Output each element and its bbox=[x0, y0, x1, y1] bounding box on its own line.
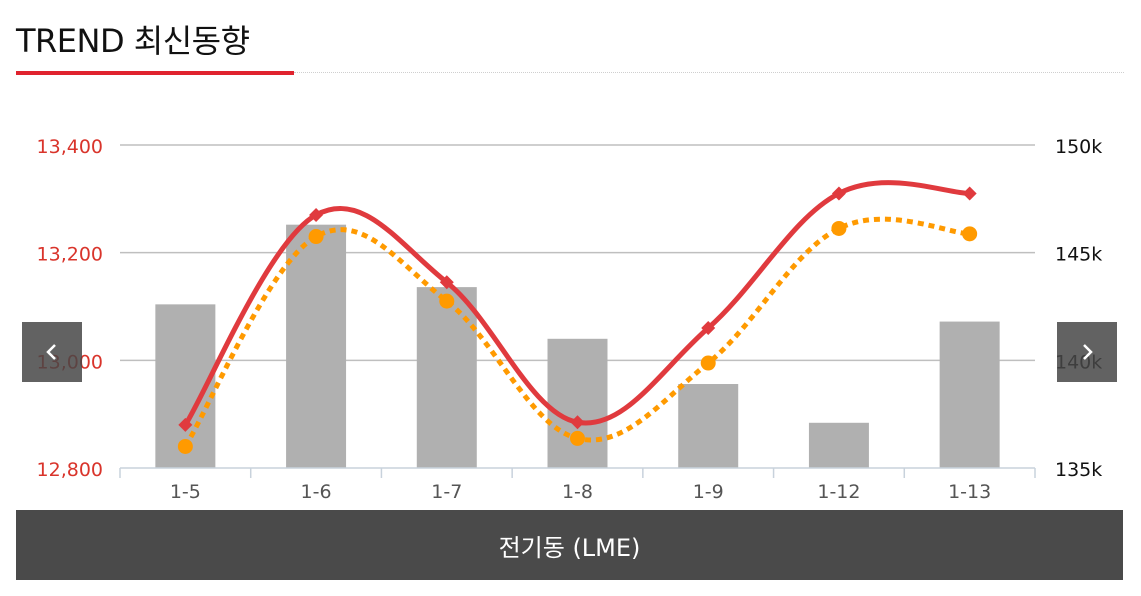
diamond-marker bbox=[439, 275, 454, 290]
circle-marker bbox=[177, 438, 193, 454]
right-tick-label: 145k bbox=[1055, 244, 1102, 266]
right-tick-label: 135k bbox=[1055, 459, 1102, 481]
bar bbox=[547, 338, 608, 468]
diamond-marker bbox=[309, 207, 324, 222]
circle-marker bbox=[308, 229, 324, 245]
dotted-line-series bbox=[183, 216, 970, 448]
commodity-label: 전기동 (LME) bbox=[498, 533, 641, 562]
chevron-left-icon bbox=[46, 344, 56, 360]
category-label: 1-9 bbox=[693, 481, 724, 500]
bar bbox=[678, 384, 739, 468]
line-series bbox=[177, 180, 978, 454]
circle-marker bbox=[962, 226, 978, 242]
left-tick-label: 13,200 bbox=[37, 244, 103, 266]
circle-marker bbox=[831, 220, 847, 236]
bar bbox=[286, 224, 347, 468]
footer-bar[interactable]: 전기동 (LME) bbox=[16, 510, 1123, 580]
category-label: 1-5 bbox=[170, 481, 201, 500]
right-tick-label: 150k bbox=[1055, 136, 1102, 158]
bar bbox=[416, 287, 477, 468]
prev-button[interactable] bbox=[22, 322, 82, 382]
category-label: 1-6 bbox=[301, 481, 332, 500]
diamond-marker bbox=[178, 417, 193, 432]
category-label: 1-12 bbox=[817, 481, 860, 500]
diamond-marker bbox=[701, 321, 716, 336]
header-divider bbox=[294, 72, 1124, 73]
title-underline bbox=[16, 71, 294, 75]
category-label: 1-13 bbox=[948, 481, 991, 500]
diamond-marker bbox=[831, 186, 846, 201]
grid-lines bbox=[120, 144, 1035, 362]
section-header: TREND 최신동향 bbox=[16, 0, 1124, 76]
next-button[interactable] bbox=[1057, 322, 1117, 382]
left-tick-label: 12,800 bbox=[37, 459, 103, 481]
chevron-right-icon bbox=[1083, 344, 1093, 360]
circle-marker bbox=[439, 293, 455, 309]
bar bbox=[939, 321, 1000, 468]
diamond-marker bbox=[962, 186, 977, 201]
trend-chart: 12,80013,00013,20013,400135k140k145k150k… bbox=[37, 136, 1103, 500]
circle-marker bbox=[570, 430, 585, 446]
left-tick-label: 13,400 bbox=[37, 136, 103, 158]
category-label: 1-7 bbox=[431, 481, 462, 500]
diamond-marker bbox=[570, 415, 585, 430]
page-title: TREND 최신동향 bbox=[16, 22, 250, 60]
solid-line-series bbox=[182, 180, 973, 428]
category-label: 1-8 bbox=[562, 481, 593, 500]
bar bbox=[808, 422, 869, 468]
circle-marker bbox=[700, 355, 716, 371]
